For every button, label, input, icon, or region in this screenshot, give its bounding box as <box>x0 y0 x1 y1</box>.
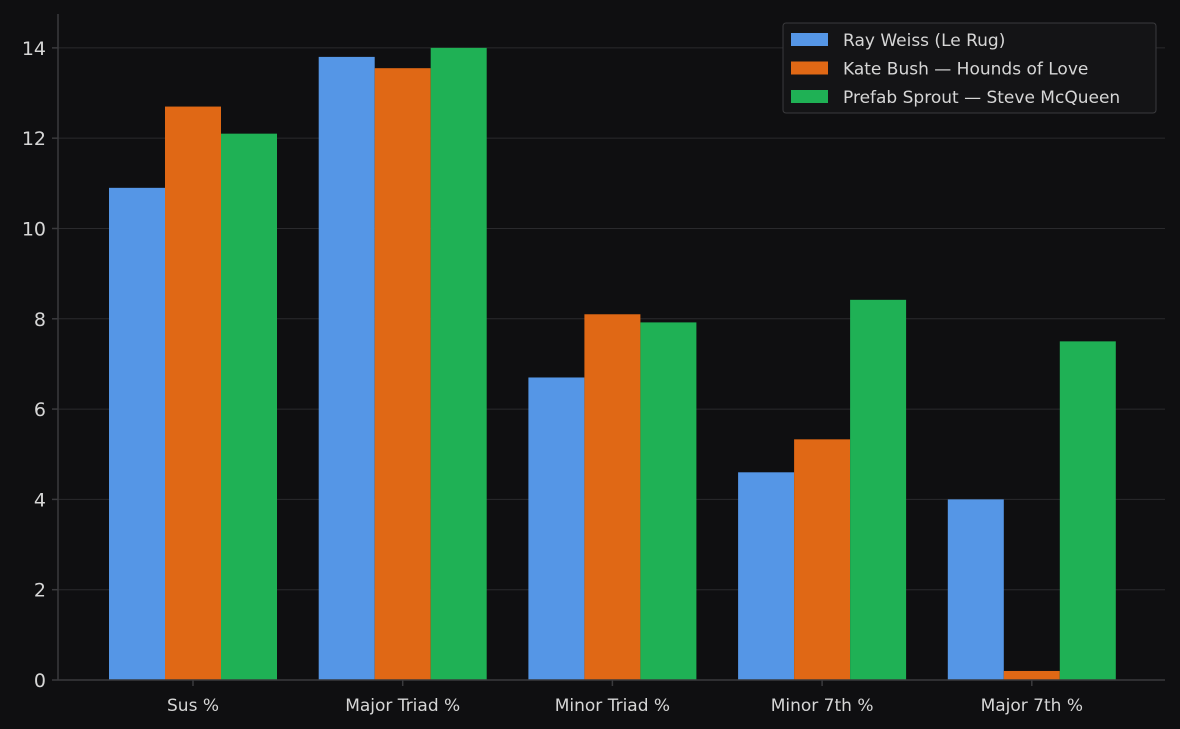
legend-label-2: Kate Bush — Hounds of Love <box>843 60 1088 80</box>
y-tick-label-4: 8 <box>34 309 46 331</box>
x-tick-label-4: Major 7th % <box>981 696 1083 716</box>
bar-3-2 <box>430 47 487 681</box>
bar-1-5 <box>947 499 1004 680</box>
y-tick-label-1: 2 <box>34 580 46 602</box>
y-tick-label-2: 4 <box>34 489 46 511</box>
y-ticks: 0 2 4 6 8 10 12 14 <box>22 38 58 692</box>
x-ticks: Sus % Major Triad % Minor Triad % Minor 7th… <box>167 680 1083 716</box>
bar-2-2 <box>374 68 431 681</box>
bar-1-4 <box>738 472 795 680</box>
legend-swatch-2 <box>791 61 828 75</box>
legend-box <box>782 22 1157 114</box>
y-tick-label-6: 12 <box>22 128 46 150</box>
bar-3-3 <box>640 322 697 680</box>
y-tick-label-3: 6 <box>34 399 46 421</box>
bar-1-1 <box>109 187 165 681</box>
y-tick-label-0: 0 <box>34 670 46 692</box>
legend-label-3: Prefab Sprout — Steve McQueen <box>843 88 1120 108</box>
y-tick-label-5: 10 <box>22 218 46 240</box>
bars <box>109 47 1116 681</box>
legend-swatch-3 <box>791 90 828 103</box>
y-tick-label-7: 14 <box>22 38 46 60</box>
axes <box>57 14 1165 681</box>
bar-2-5 <box>1003 670 1060 680</box>
x-tick-label-0: Sus % <box>167 696 219 716</box>
x-tick-label-1: Major Triad % <box>345 696 460 716</box>
legend-label-1: Ray Weiss (Le Rug) <box>843 31 1005 51</box>
bar-2-3 <box>584 314 641 680</box>
bar-2-1 <box>165 106 221 680</box>
legend-swatch-1 <box>791 33 828 46</box>
bar-3-5 <box>1059 341 1116 680</box>
bar-2-4 <box>794 439 851 680</box>
bar-3-1 <box>221 133 277 680</box>
x-tick-label-2: Minor Triad % <box>555 696 670 716</box>
x-tick-label-3: Minor 7th % <box>771 696 874 716</box>
bar-3-4 <box>850 299 907 680</box>
bar-1-3 <box>528 377 585 680</box>
bar-1-2 <box>318 56 375 681</box>
legend: Ray Weiss (Le Rug) Kate Bush — Hounds of … <box>782 22 1157 114</box>
